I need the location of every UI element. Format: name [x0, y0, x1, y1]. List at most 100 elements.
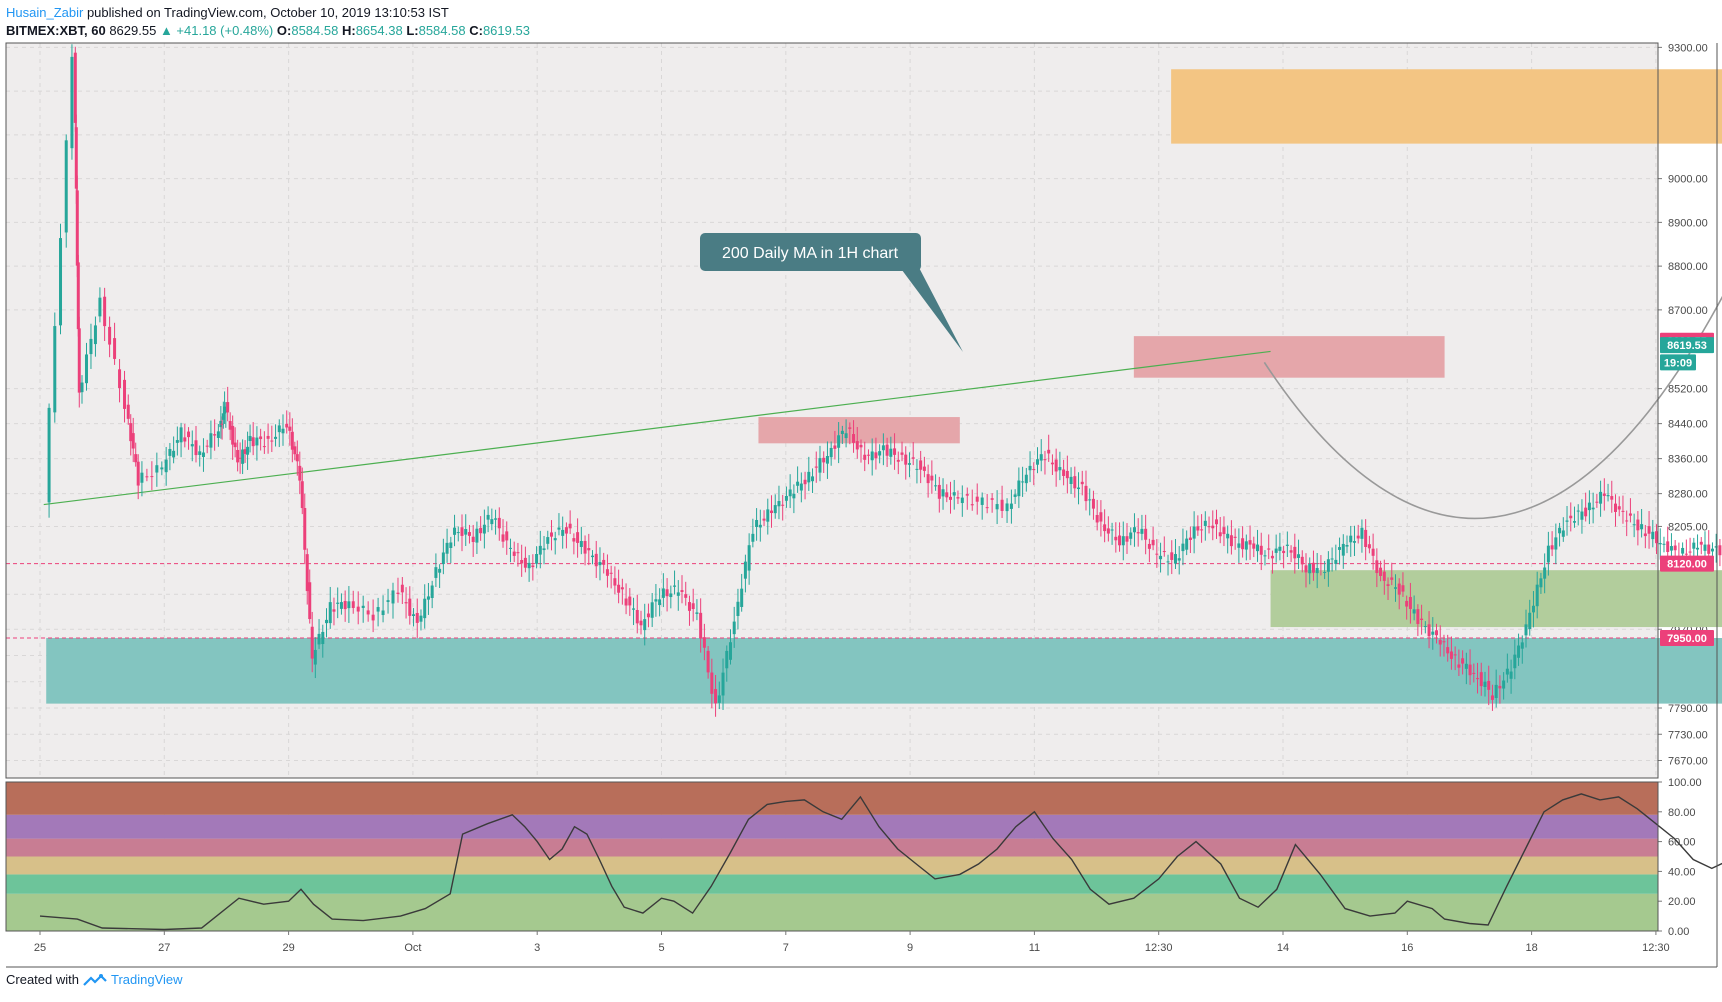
candle-body	[328, 602, 332, 624]
candle-body	[1084, 485, 1088, 502]
candle-body	[1446, 647, 1450, 654]
x-tick-label: 14	[1277, 942, 1289, 954]
footer: Created with TradingView	[6, 972, 183, 987]
candle-body	[564, 527, 568, 534]
candle-body	[516, 552, 520, 554]
candle-body	[1707, 544, 1711, 554]
candle-body	[145, 476, 149, 478]
candle-body	[505, 531, 509, 541]
candle-body	[1140, 528, 1144, 534]
candle-body	[1319, 563, 1323, 565]
candle-body	[1692, 542, 1696, 549]
candle-body	[632, 608, 636, 610]
candle-body	[639, 620, 643, 626]
candle-body	[1584, 507, 1588, 517]
candle-body	[948, 496, 952, 500]
candle-body	[1371, 548, 1375, 556]
candle-body	[669, 593, 673, 598]
price-pane[interactable]: 9300.009200.009100.009000.008900.008800.…	[5, 42, 1722, 779]
candle-body	[381, 610, 385, 616]
price-tag-label: 8619.53	[1667, 340, 1707, 352]
candle-body	[1155, 553, 1159, 555]
candle-body	[194, 440, 198, 456]
candle-body	[501, 534, 505, 542]
candle-body	[796, 481, 800, 486]
candle-body	[930, 475, 934, 481]
candle-body	[255, 437, 259, 446]
candle-body	[1662, 543, 1666, 545]
candle-body	[995, 504, 999, 510]
candle-body	[228, 421, 232, 430]
candle-body	[1203, 520, 1207, 526]
price-pane-border	[5, 42, 1659, 779]
tradingview-brand-link[interactable]: TradingView	[110, 972, 183, 987]
candle-body	[89, 338, 93, 355]
candle-body	[339, 602, 343, 609]
author-link[interactable]: Husain_Zabir	[6, 5, 84, 20]
candle-body	[1151, 539, 1155, 546]
candle-body	[1050, 462, 1054, 465]
candle-body	[73, 52, 77, 123]
candle-body	[1125, 536, 1129, 542]
osc-tick-label: 0.00	[1668, 926, 1689, 938]
candle-body	[1256, 544, 1260, 552]
candle-body	[1356, 535, 1360, 539]
candle-body	[1021, 481, 1025, 483]
candle-body	[475, 528, 479, 543]
candle-body	[1248, 540, 1252, 545]
candle-body	[792, 493, 796, 499]
candle-body	[1323, 571, 1327, 573]
candle-body	[990, 498, 994, 500]
candle-body	[1207, 526, 1211, 528]
candle-body	[140, 472, 144, 483]
candle-body	[825, 456, 829, 464]
candle-body	[900, 452, 904, 455]
candle-body	[609, 572, 613, 574]
candle-body	[1259, 545, 1263, 555]
candle-body	[1461, 658, 1465, 664]
candle-body	[583, 540, 587, 554]
candle-body	[1546, 545, 1550, 563]
candle-body	[970, 504, 974, 506]
candle-body	[1214, 519, 1218, 525]
candle-body	[175, 440, 179, 443]
x-tick-label: 11	[1029, 942, 1040, 954]
candle-body	[1218, 532, 1222, 537]
candle-body	[53, 326, 57, 413]
candle-body	[347, 601, 351, 609]
candle-body	[70, 56, 74, 149]
candle-body	[1558, 527, 1562, 534]
candle-body	[300, 481, 304, 509]
candle-body	[1561, 530, 1565, 537]
x-tick-label: 12:30	[1145, 942, 1173, 954]
candle-body	[1673, 545, 1677, 551]
candle-body	[412, 614, 416, 616]
candle-body	[1047, 449, 1051, 454]
candle-body	[259, 436, 263, 440]
candle-body	[198, 451, 202, 455]
candle-body	[1416, 609, 1420, 624]
candle-body	[833, 445, 837, 449]
candle-body	[874, 452, 878, 459]
candle-body	[400, 584, 404, 593]
candle-body	[317, 633, 321, 645]
y-tick-label: 7670.00	[1668, 756, 1708, 768]
candle-body	[262, 446, 266, 448]
candle-body	[1688, 551, 1692, 553]
x-tick-label: 5	[658, 942, 664, 954]
candle-body	[1297, 554, 1301, 558]
candle-body	[136, 461, 140, 486]
candle-body	[1270, 555, 1274, 559]
candle-body	[508, 547, 512, 549]
candle-body	[1106, 528, 1110, 534]
open-label: O:	[276, 23, 292, 38]
candle-body	[527, 562, 531, 569]
candle-body	[1110, 529, 1114, 531]
candle-body	[213, 434, 217, 436]
candle-body	[351, 601, 355, 608]
candle-body	[77, 328, 81, 393]
candle-body	[661, 588, 665, 598]
